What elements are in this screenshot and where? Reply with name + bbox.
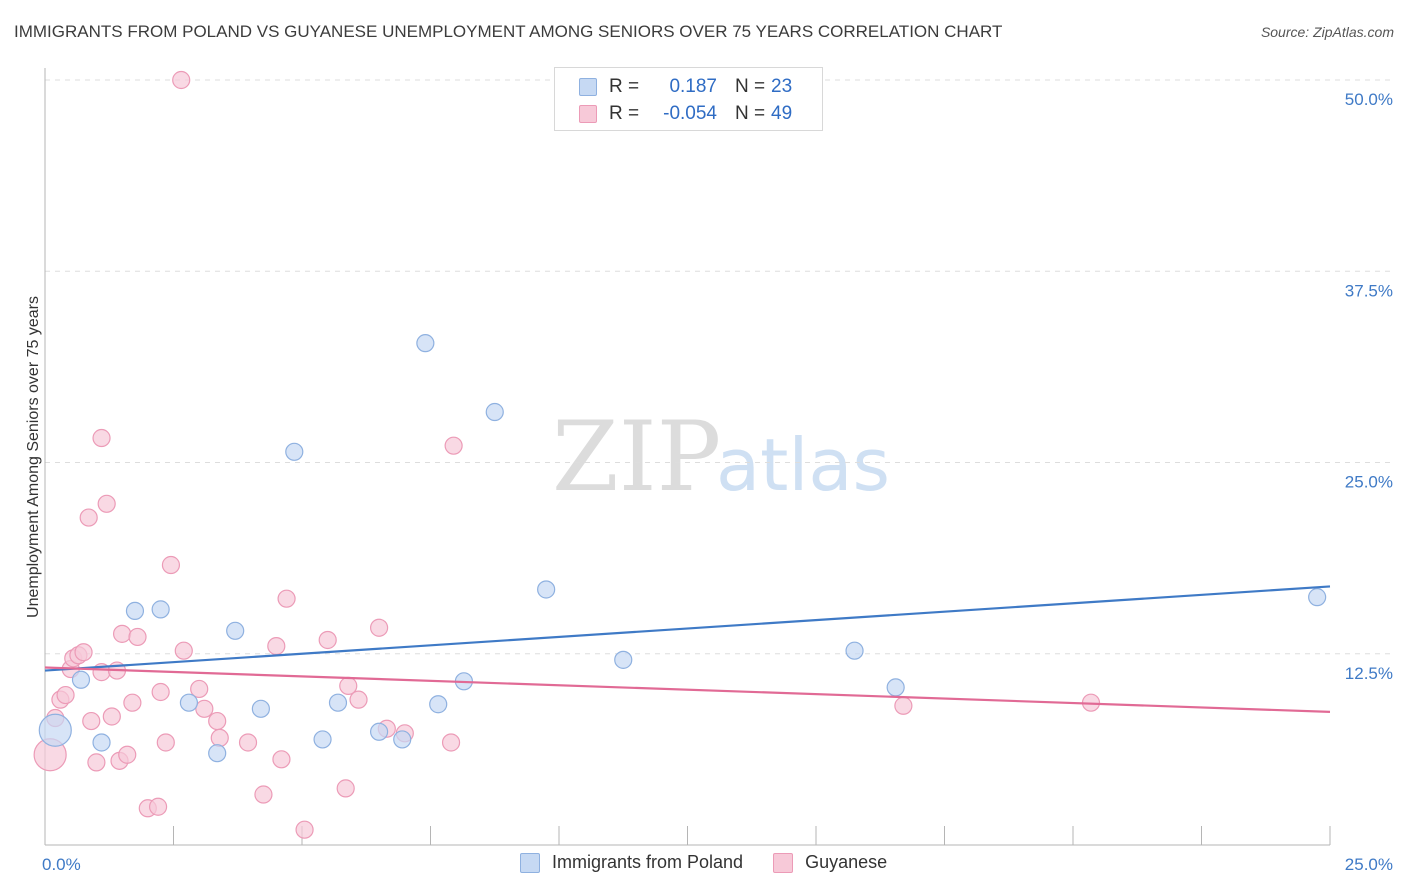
point-guyanese [174, 641, 193, 660]
series-legend: Immigrants from Poland Guyanese [520, 852, 917, 873]
point-poland [845, 641, 864, 660]
trend-line-guyanese [44, 666, 1331, 713]
point-poland [151, 600, 170, 619]
data-points [33, 70, 1327, 839]
point-poland [416, 334, 435, 353]
point-guyanese [151, 682, 170, 702]
n-value: 49 [771, 103, 793, 124]
point-poland [92, 733, 111, 752]
x-tick-label: 0.0% [42, 855, 81, 874]
point-poland [208, 744, 227, 763]
y-axis-label: Unemployment Among Seniors over 75 years [25, 296, 42, 618]
legend-label-poland: Immigrants from Poland [552, 852, 744, 872]
point-poland [125, 601, 145, 621]
y-tick-label: 25.0% [1345, 473, 1393, 492]
legend-swatch-guyanese [773, 852, 794, 873]
point-poland [370, 722, 389, 741]
point-poland [1308, 588, 1327, 607]
r-value: 0.187 [669, 76, 717, 97]
point-guyanese [318, 630, 337, 650]
point-guyanese [295, 820, 314, 839]
point-guyanese [336, 779, 355, 798]
point-guyanese [79, 508, 98, 527]
point-guyanese [56, 685, 75, 705]
x-tick-labels: 0.0% 25.0% [42, 855, 1393, 874]
stats-legend-row-guyanese: R = -0.054 N = 49 [579, 101, 792, 127]
n-label: N = [735, 103, 766, 124]
stats-legend: R = 0.187 N = 23 R = -0.054 N = 49 [554, 67, 823, 131]
legend-swatch-guyanese [579, 105, 597, 123]
point-guyanese [370, 618, 389, 637]
point-poland [537, 580, 556, 599]
point-guyanese [190, 679, 209, 699]
point-poland [485, 402, 504, 422]
legend-swatch-poland [579, 78, 597, 96]
point-poland [328, 693, 348, 712]
point-guyanese [102, 707, 121, 726]
point-poland [71, 670, 91, 689]
point-guyanese [118, 745, 137, 764]
watermark: ZIP atlas [552, 401, 890, 513]
point-guyanese [238, 733, 258, 752]
point-poland [226, 621, 245, 640]
point-guyanese [97, 494, 116, 513]
point-poland [38, 713, 72, 747]
chart-title: IMMIGRANTS FROM POLAND VS GUYANESE UNEMP… [14, 22, 1003, 41]
point-poland [285, 442, 304, 461]
point-guyanese [272, 750, 291, 769]
point-guyanese [112, 624, 132, 643]
legend-label-guyanese: Guyanese [805, 852, 888, 872]
r-value: -0.054 [663, 103, 717, 124]
point-guyanese [349, 690, 368, 709]
r-label: R = [609, 103, 640, 124]
point-guyanese [208, 711, 227, 731]
n-label: N = [735, 76, 766, 97]
n-value: 23 [771, 76, 793, 97]
point-poland [313, 730, 332, 749]
y-tick-label: 12.5% [1345, 664, 1393, 683]
point-poland [251, 699, 270, 718]
point-guyanese [441, 733, 461, 752]
y-tick-label: 50.0% [1345, 90, 1393, 109]
point-guyanese [277, 589, 296, 608]
point-guyanese [210, 728, 229, 748]
r-label: R = [609, 76, 640, 97]
point-guyanese [74, 643, 93, 662]
point-poland [614, 650, 633, 669]
point-guyanese [195, 699, 214, 718]
gridlines [45, 79, 1395, 655]
y-tick-labels: 12.5% 25.0% 37.5% 50.0% [1345, 90, 1393, 683]
legend-item-poland: Immigrants from Poland [520, 852, 743, 873]
point-guyanese [148, 797, 168, 816]
point-guyanese [172, 70, 191, 90]
point-guyanese [161, 555, 181, 575]
legend-item-guyanese: Guyanese [773, 852, 887, 873]
point-guyanese [82, 711, 101, 731]
point-guyanese [444, 436, 463, 455]
point-poland [179, 693, 199, 712]
point-guyanese [87, 753, 106, 772]
point-poland [393, 730, 412, 749]
point-guyanese [156, 733, 175, 752]
point-guyanese [128, 627, 147, 647]
chart-source: Source: ZipAtlas.com [1260, 24, 1394, 40]
point-poland [429, 695, 448, 714]
stats-legend-row-poland: R = 0.187 N = 23 [579, 74, 792, 100]
point-poland [886, 678, 905, 697]
point-guyanese [123, 693, 142, 712]
legend-swatch-poland [520, 852, 540, 873]
point-guyanese [267, 636, 286, 656]
watermark-zip: ZIP [552, 401, 721, 513]
y-tick-label: 37.5% [1345, 281, 1393, 300]
point-guyanese [254, 785, 273, 804]
point-guyanese [894, 696, 913, 715]
trend-lines [44, 585, 1331, 713]
watermark-atlas: atlas [716, 423, 890, 507]
x-tick-label: 25.0% [1345, 855, 1393, 874]
point-guyanese [92, 428, 111, 448]
axes [44, 68, 1331, 846]
trend-line-poland [44, 585, 1331, 672]
